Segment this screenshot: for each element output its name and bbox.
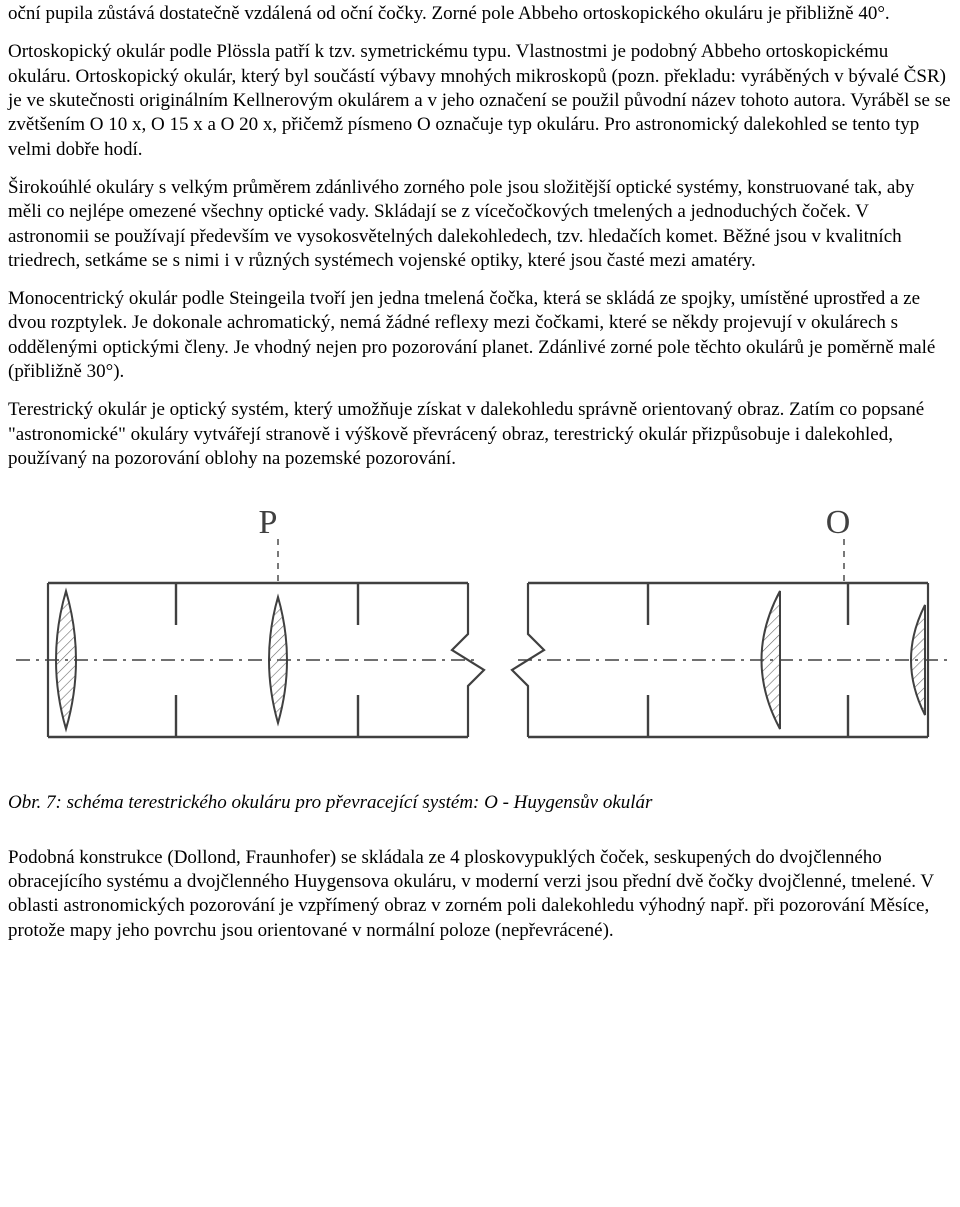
body-paragraph: Širokoúhlé okuláry s velkým průměrem zdá…	[8, 176, 952, 273]
body-paragraph: oční pupila zůstává dostatečně vzdálená …	[8, 2, 952, 26]
svg-text:O: O	[826, 504, 851, 541]
figure-terrestrial-eyepiece: PO	[8, 485, 952, 785]
figure-caption: Obr. 7: schéma terestrického okuláru pro…	[8, 791, 952, 815]
body-paragraph: Ortoskopický okulár podle Plössla patří …	[8, 40, 952, 162]
svg-text:P: P	[259, 504, 278, 541]
body-paragraph: Terestrický okulár je optický systém, kt…	[8, 398, 952, 471]
body-paragraph: Monocentrický okulár podle Steingeila tv…	[8, 287, 952, 384]
figure-svg: PO	[8, 485, 952, 785]
body-paragraph: Podobná konstrukce (Dollond, Fraunhofer)…	[8, 846, 952, 943]
